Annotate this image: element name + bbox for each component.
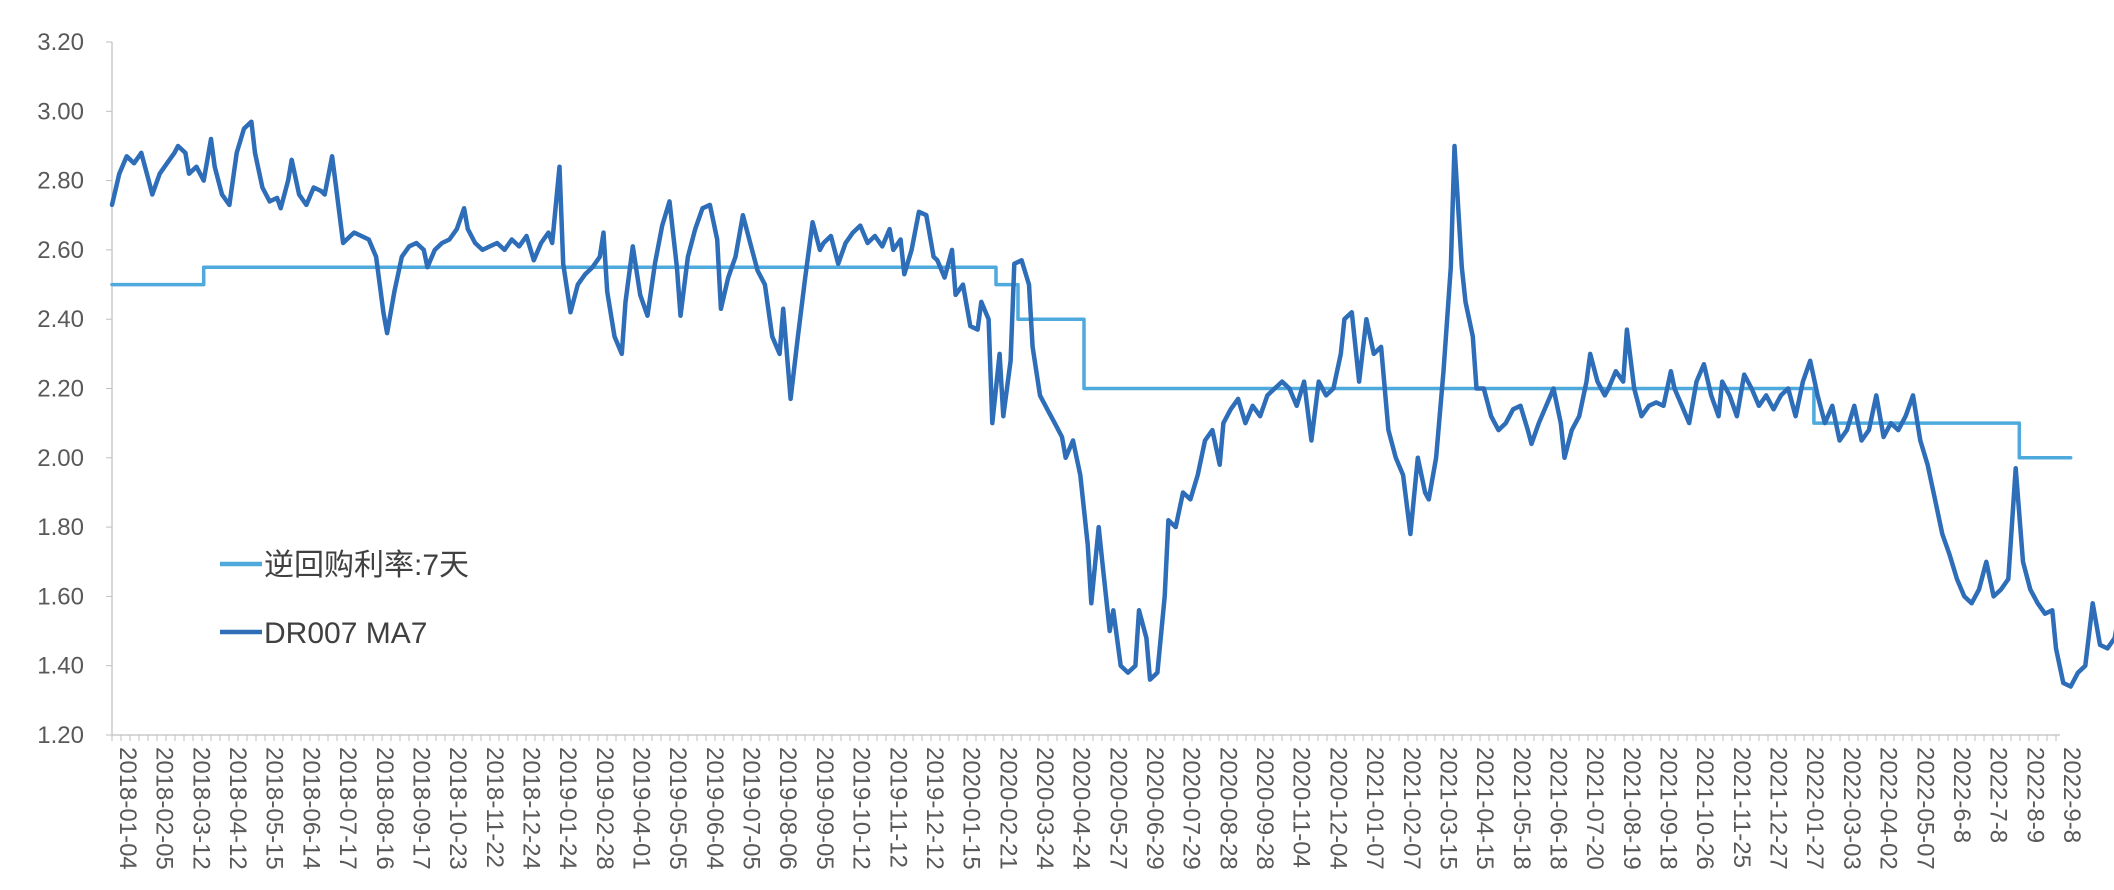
x-tick-label: 2022-01-27 [1801, 747, 1828, 870]
y-tick-label: 3.00 [37, 98, 84, 125]
x-tick-label: 2018-06-14 [297, 747, 324, 870]
x-tick-label: 2021-02-07 [1398, 747, 1425, 870]
y-tick-label: 2.00 [37, 445, 84, 472]
x-tick-label: 2019-12-12 [921, 747, 948, 870]
x-tick-label: 2019-11-12 [884, 747, 911, 868]
y-tick-label: 2.40 [37, 306, 84, 333]
x-tick-label: 2020-04-24 [1068, 747, 1095, 870]
x-tick-label: 2018-04-12 [224, 747, 251, 870]
x-axis-ticks: 2018-01-04 2018-02-05 2018-03-12 2018-04-12… [111, 735, 2085, 870]
x-tick-label: 2021-12-27 [1765, 747, 1792, 870]
x-tick-label: 2021-01-07 [1361, 747, 1388, 870]
x-tick-label: 2018-03-12 [187, 747, 214, 870]
x-tick-label: 2019-01-24 [554, 747, 581, 870]
x-tick-label: 2022-7-8 [1985, 747, 2012, 843]
y-tick-label: 2.20 [37, 376, 84, 403]
y-axis-ticks: 1.20 1.40 1.60 1.80 2.00 2.20 2.40 2.60 2.80 3.00… [37, 29, 112, 749]
legend-label-repo-rate: 逆回购利率:7天 [264, 549, 469, 582]
y-tick-label: 3.20 [37, 29, 84, 56]
x-tick-label: 2018-10-23 [444, 747, 471, 870]
series-line-dr007 [109, 119, 2114, 689]
y-tick-label: 1.80 [37, 514, 84, 541]
x-tick-label: 2018-09-17 [407, 747, 434, 870]
x-tick-label: 2020-01-15 [958, 747, 985, 870]
x-tick-label: 2018-07-17 [334, 747, 361, 870]
x-tick-label: 2021-07-20 [1581, 747, 1608, 870]
legend-item-dr007: DR007 MA7 [220, 617, 427, 650]
x-tick-label: 2021-10-26 [1691, 747, 1718, 870]
x-tick-label: 2018-02-05 [151, 747, 178, 870]
legend-item-repo-rate: 逆回购利率:7天 [220, 549, 469, 582]
x-tick-label: 2021-03-15 [1434, 747, 1461, 870]
x-tick-label: 2019-04-01 [628, 747, 655, 870]
x-tick-label: 2018-08-16 [371, 747, 398, 870]
x-tick-label: 2018-11-22 [481, 747, 508, 868]
series-line-repo-rate [110, 265, 2073, 460]
x-tick-label: 2022-03-03 [1838, 747, 1865, 870]
x-tick-label: 2022-9-8 [2058, 747, 2085, 843]
x-tick-label: 2020-06-29 [1141, 747, 1168, 870]
x-tick-label: 2019-09-05 [811, 747, 838, 870]
x-tick-label: 2020-02-21 [994, 747, 1021, 870]
x-tick-label: 2020-11-04 [1288, 747, 1315, 868]
x-tick-label: 2020-07-29 [1178, 747, 1205, 870]
x-tick-label: 2020-08-28 [1214, 747, 1241, 870]
x-tick-label: 2019-02-28 [591, 747, 618, 870]
x-tick-label: 2018-12-24 [517, 747, 544, 870]
x-tick-label: 2021-05-18 [1508, 747, 1535, 870]
x-tick-label: 2022-6-8 [1948, 747, 1975, 843]
series-layer [109, 119, 2114, 689]
x-tick-label: 2021-11-25 [1728, 747, 1755, 868]
x-tick-label: 2019-05-05 [664, 747, 691, 870]
x-tick-label: 2019-06-04 [701, 747, 728, 870]
x-tick-label: 2022-8-9 [2021, 747, 2048, 843]
x-tick-label: 2021-08-19 [1618, 747, 1645, 870]
y-tick-label: 2.60 [37, 237, 84, 264]
y-tick-label: 1.40 [37, 653, 84, 680]
x-tick-label: 2021-09-18 [1655, 747, 1682, 870]
x-tick-label: 2019-07-05 [738, 747, 765, 870]
x-tick-label: 2018-01-04 [114, 747, 141, 870]
x-tick-label: 2019-08-06 [774, 747, 801, 870]
x-tick-label: 2019-10-12 [848, 747, 875, 870]
x-tick-label: 2022-05-07 [1911, 747, 1938, 870]
legend-label-dr007: DR007 MA7 [264, 617, 427, 650]
y-tick-label: 1.20 [37, 722, 84, 749]
x-tick-label: 2020-12-04 [1324, 747, 1351, 870]
x-tick-label: 2021-06-18 [1544, 747, 1571, 870]
y-tick-label: 1.60 [37, 583, 84, 610]
legend: 逆回购利率:7天 DR007 MA7 [220, 549, 469, 650]
x-tick-label: 2018-05-15 [261, 747, 288, 870]
y-tick-label: 2.80 [37, 168, 84, 195]
x-tick-label: 2020-09-28 [1251, 747, 1278, 870]
x-tick-label: 2020-03-24 [1031, 747, 1058, 870]
x-tick-label: 2022-04-02 [1875, 747, 1902, 870]
x-tick-label: 2021-04-15 [1471, 747, 1498, 870]
x-tick-label: 2020-05-27 [1104, 747, 1131, 870]
